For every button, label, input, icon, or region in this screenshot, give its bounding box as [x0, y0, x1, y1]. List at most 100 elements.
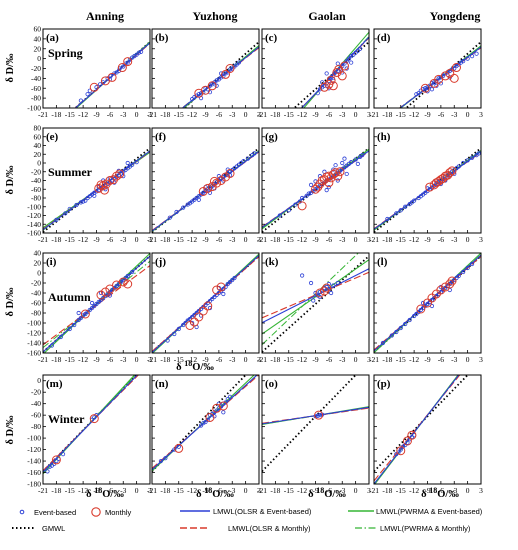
panel-o-x-tick-label: -3 [339, 486, 345, 495]
panel-a-x-tick-label: -21 [38, 110, 48, 119]
panel-j-x-tick-label: -12 [187, 355, 197, 364]
panel-l-event-point [407, 317, 412, 323]
panel-p-olsr-event-line [374, 375, 460, 484]
panel-g-event-point [360, 153, 365, 158]
panel-n-frame [151, 374, 260, 485]
panel-n-monthly-point [218, 401, 228, 411]
panel-i-y-tick-label: -20 [31, 279, 41, 288]
panel-h-event-point [456, 164, 461, 169]
panel-h-event-point [403, 204, 408, 209]
panel-g-x-tick-label: 0 [354, 235, 358, 244]
panel-m-monthly-point [51, 455, 61, 465]
panel-f-event-point [241, 159, 246, 164]
panel-k-event-point [308, 280, 314, 286]
panel-m-x-tick-label: -6 [107, 486, 113, 495]
panel-j-x-tick-label: -15 [174, 355, 184, 364]
panel-m: -21 -18 -15 -12 -9 -6 -3 0 30-20-40-60-80-100-12… [27, 374, 152, 495]
panel-l-x-tick-label: -15 [396, 355, 406, 364]
panel-a-event-point [138, 49, 144, 54]
legend: Event-based Monthly GMWL LMWL(OLSR & Eve… [12, 507, 483, 533]
panel-e-y-tick-label: 80 [34, 124, 42, 133]
panel-j-event-point [221, 291, 226, 297]
panel-l-label: (l) [377, 256, 388, 268]
panel-j-event-point [223, 284, 228, 290]
panel-e: -21 -18 -15 -12 -9 -6 -3 0 3806040200-20-40-60-8… [27, 124, 152, 245]
panel-n-x-tick-label: -6 [216, 486, 222, 495]
panel-b-x-tick-label: 3 [257, 110, 261, 119]
station-titles: Anning Yuzhong Gaolan Yongdeng [86, 9, 480, 23]
panel-e-event-point [83, 198, 88, 203]
panel-a-label: (a) [46, 32, 59, 44]
panel-n-olsr-event-line [152, 375, 258, 471]
panel-d-event-point [414, 92, 419, 97]
panel-e-x-tick-label: -12 [78, 235, 88, 244]
panel-a-y-tick-label: 20 [34, 44, 42, 53]
panel-b-monthly-point [221, 69, 231, 79]
station-title-anning: Anning [86, 9, 124, 23]
legend-monthly-label: Monthly [105, 508, 132, 517]
panel-m-frame [42, 374, 151, 485]
panel-d-plot-area [398, 41, 481, 108]
panel-p-plot-area [374, 375, 469, 484]
panel-a-y-tick-label: -100 [27, 104, 41, 113]
panel-e-event-point [92, 193, 97, 198]
panel-a-x-tick-label: -9 [93, 110, 99, 119]
legend-gmwl-label: GMWL [42, 524, 65, 533]
panel-c-x-tick-label: -21 [257, 110, 267, 119]
panel-h-monthly-point [425, 182, 435, 192]
panel-o-event-point [317, 413, 323, 418]
panel-k-event-point [329, 290, 334, 296]
panel-p-x-tick-label: -9 [424, 486, 430, 495]
panel-h-event-point [465, 158, 470, 163]
panel-k-label: (k) [265, 256, 279, 268]
panel-e-y-tick-label: -60 [31, 185, 41, 194]
panel-j-monthly-point [189, 317, 199, 327]
panel-h-monthly-point [445, 168, 455, 178]
panel-b-monthly-point [201, 85, 210, 95]
panel-i-label: (i) [46, 256, 57, 268]
panel-g-event-point [286, 208, 291, 213]
panel-i-x-tick-label: 0 [135, 355, 139, 364]
panel-j-x-tick-label: -9 [202, 355, 208, 364]
panel-l-event-point [394, 329, 399, 335]
panel-i-x-tick-label: -12 [78, 355, 88, 364]
panel-k-x-tick-label: -9 [312, 355, 318, 364]
panel-i-event-point [72, 322, 77, 328]
panel-m-event-point [54, 458, 59, 464]
panel-m-label: (m) [46, 378, 63, 390]
panel-a-frame [42, 28, 151, 109]
panel-c-pwrma-event-line [303, 31, 369, 108]
panel-g-event-point [355, 161, 360, 166]
panel-l-monthly-point [445, 279, 455, 289]
panel-a-monthly-point [117, 63, 127, 73]
panel-o-x-tick-label: -9 [312, 486, 318, 495]
panel-p-x-tick-label: -15 [396, 486, 406, 495]
panel-i-y-tick-label: -60 [31, 299, 41, 308]
panel-k-event-point [300, 273, 305, 278]
panel-p-frame [373, 374, 482, 485]
panel-l-x-tick-label: -12 [409, 355, 419, 364]
panel-c: -21 -18 -15 -12 -9 -6 -3 0 3(c) [257, 28, 371, 119]
panel-o-x-tick-label: -18 [270, 486, 280, 495]
panel-e-monthly-point [115, 169, 125, 179]
panel-l-x-tick-label: 0 [466, 355, 470, 364]
panel-j-olsr-event-line [152, 254, 259, 353]
panel-e-season-label: Summer [48, 165, 93, 179]
panel-k-event-point [331, 283, 336, 288]
panel-m-y-tick-label: -20 [31, 388, 41, 397]
panel-g-x-tick-label: 3 [367, 235, 371, 244]
panel-h-x-tick-label: -18 [382, 235, 392, 244]
x-axis-label-col1: δ 18O/‰ [86, 486, 124, 500]
panel-n-event-point [203, 419, 208, 425]
panel-f: -21 -18 -15 -12 -9 -6 -3 0 3(f) [147, 127, 261, 244]
panel-g-event-point [306, 191, 311, 196]
y-axis-label-row-3: δ D/‰ [5, 287, 16, 317]
panel-d-monthly-point [445, 68, 455, 78]
panel-n-x-tick-label: -18 [160, 486, 170, 495]
panel-p-x-tick-label: 0 [466, 486, 470, 495]
panel-g-monthly-point [333, 171, 343, 181]
panel-l-x-tick-label: -9 [424, 355, 430, 364]
panel-e-y-tick-label: -120 [27, 211, 41, 220]
panel-c-x-tick-label: 3 [367, 110, 371, 119]
panel-n: -21 -18 -15 -12 -9 -6 -3 0 3(n) [147, 374, 261, 495]
